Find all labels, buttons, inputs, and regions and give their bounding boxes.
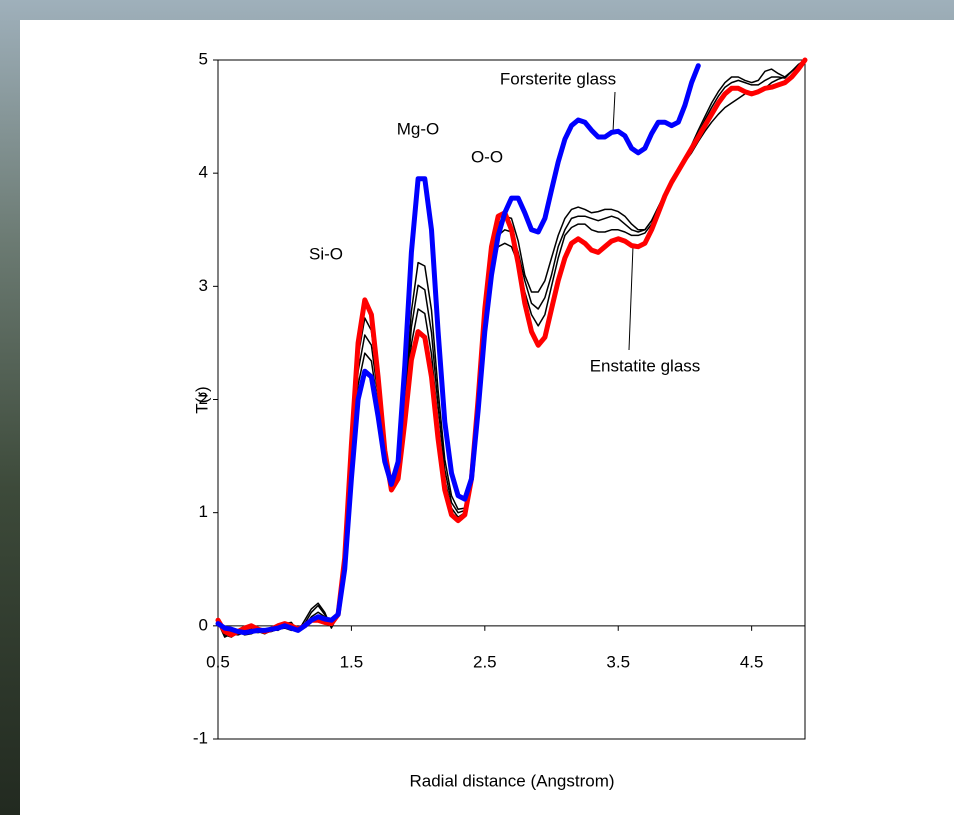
series-line — [215, 63, 701, 636]
leader-line — [612, 91, 616, 133]
x-tick-label: 4.5 — [740, 652, 764, 671]
y-tick-label: 1 — [199, 502, 208, 521]
y-tick-label: -1 — [193, 728, 208, 747]
plot-frame — [217, 59, 806, 740]
annotation: Enstatite glass — [590, 356, 701, 375]
series-line — [215, 57, 808, 638]
series-line — [217, 59, 806, 638]
leader-line — [628, 245, 634, 351]
annotation: Si-O — [309, 244, 343, 263]
x-axis-label: Radial distance (Angstrom) — [409, 771, 614, 790]
x-tick-label: 2.5 — [473, 652, 497, 671]
annotation: Forsterite glass — [500, 69, 616, 88]
x-tick-label: 3.5 — [606, 652, 630, 671]
x-tick-label: 0.5 — [206, 652, 230, 671]
y-tick-label: 5 — [199, 49, 208, 68]
x-tick-label: 1.5 — [340, 652, 364, 671]
series-line — [217, 59, 806, 638]
y-tick-label: 2 — [199, 389, 208, 408]
annotation: Mg-O — [397, 119, 440, 138]
y-tick-label: 0 — [199, 615, 208, 634]
panel — [20, 20, 954, 815]
series-line — [217, 59, 806, 636]
annotation: O-O — [471, 147, 503, 166]
y-tick-label: 3 — [199, 276, 208, 295]
y-axis-label: T(r) — [192, 386, 211, 413]
y-tick-label: 4 — [199, 163, 208, 182]
